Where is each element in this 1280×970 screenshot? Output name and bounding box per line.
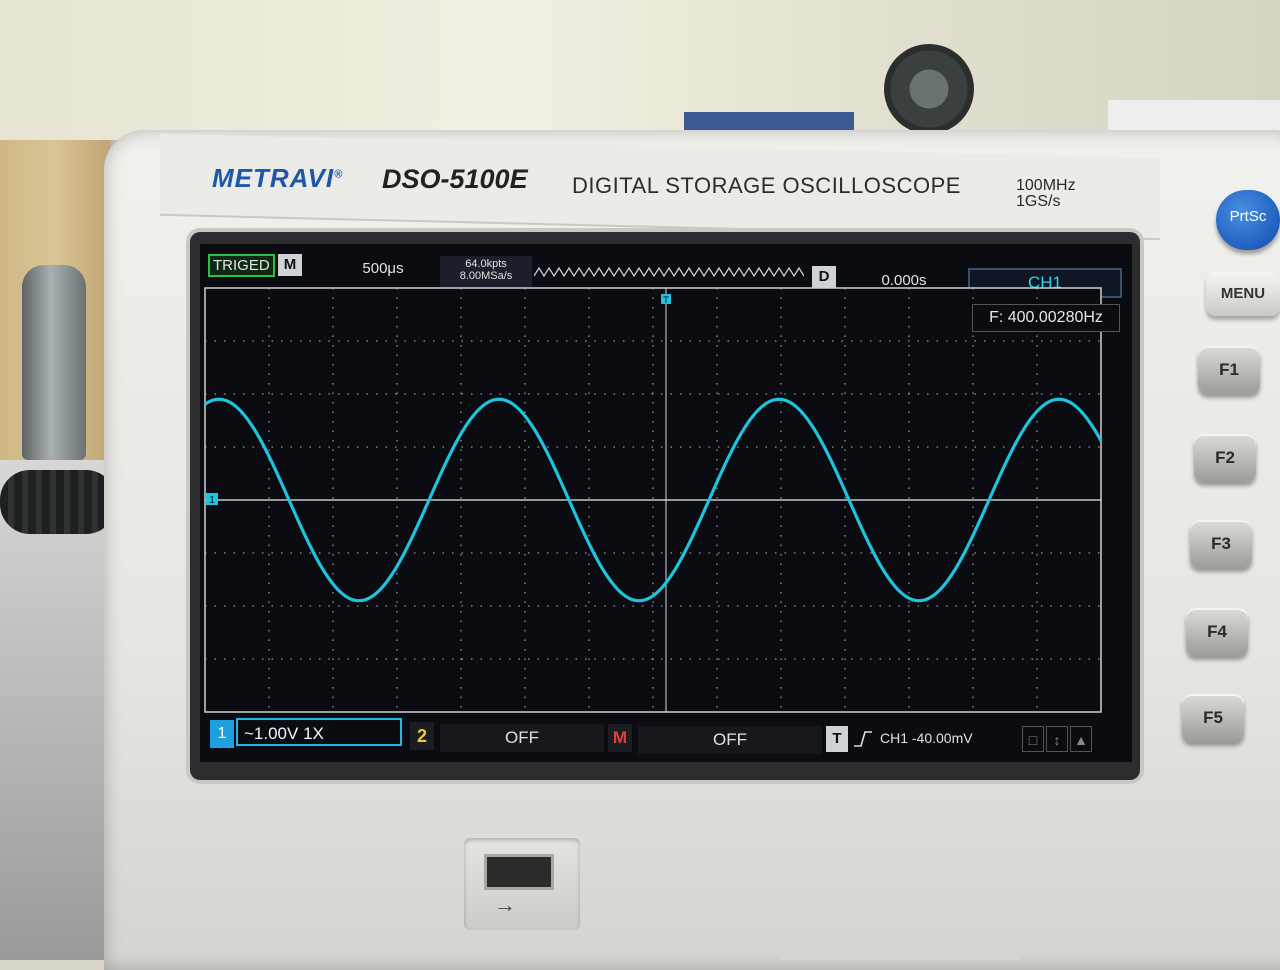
memory-depth: 64.0kpts xyxy=(465,258,507,270)
f3-button[interactable]: F3 xyxy=(1190,520,1252,568)
sample-rate-label: 1GS/s xyxy=(1016,193,1061,210)
top-status-bar: TRIGED M 500μs 64.0kpts 8.00MSa/s D 0.00… xyxy=(200,244,1132,298)
usb-icon: → xyxy=(494,892,516,917)
acquisition-rate: 8.00MSa/s xyxy=(459,270,513,282)
trigger-setting: CH1 -40.00mV xyxy=(880,730,973,746)
background-wall xyxy=(0,0,1280,140)
frequency-readout: F: 400.00280Hz xyxy=(972,304,1120,332)
probe-cable xyxy=(0,470,116,534)
waveform-graticule: T 1 xyxy=(204,287,1103,713)
rising-edge-icon xyxy=(854,731,872,747)
ch1-setting[interactable]: ~1.00V 1X xyxy=(236,718,402,746)
delay-icon: D xyxy=(812,266,836,288)
bottom-status-bar: 1 ~1.00V 1X 2 OFF M OFF T CH1 -40.00mV □… xyxy=(200,716,1132,760)
f5-button[interactable]: F5 xyxy=(1182,694,1244,742)
inventory-label xyxy=(780,940,1020,960)
ch2-setting[interactable]: OFF xyxy=(440,724,604,752)
main-timebase-icon: M xyxy=(278,254,302,276)
usb-status-icon: ↕ xyxy=(1046,726,1068,752)
network-icon: ▲ xyxy=(1070,726,1092,752)
ch1-ground-marker[interactable]: 1 xyxy=(206,493,218,506)
ch1-waveform-trace xyxy=(204,397,1103,603)
oscilloscope-screen: TRIGED M 500μs 64.0kpts 8.00MSa/s D 0.00… xyxy=(200,244,1132,762)
prtsc-button[interactable]: PrtSc xyxy=(1216,190,1280,250)
ch1-ground-marker-label: 1 xyxy=(209,495,215,506)
acquisition-info: 64.0kpts 8.00MSa/s xyxy=(440,256,532,288)
f4-button[interactable]: F4 xyxy=(1186,608,1248,656)
wall-clock xyxy=(884,44,974,134)
trigger-marker[interactable]: T xyxy=(661,294,671,305)
bandwidth-label: 100MHz xyxy=(1016,177,1076,194)
menu-button[interactable]: MENU xyxy=(1206,272,1280,316)
lock-icon: □ xyxy=(1022,726,1044,752)
usb-port[interactable] xyxy=(484,854,554,890)
scope-lower-panel xyxy=(120,800,1280,840)
trigger-indicator[interactable]: T xyxy=(826,726,848,752)
device-spec: 100MHz 1GS/s xyxy=(1016,178,1076,210)
ch1-indicator[interactable]: 1 xyxy=(210,720,234,748)
ch2-indicator[interactable]: 2 xyxy=(410,722,434,750)
memory-position-strip xyxy=(534,266,804,278)
status-icons: □ ↕ ▲ xyxy=(1022,726,1098,754)
math-setting[interactable]: OFF xyxy=(638,726,822,754)
steel-bottle xyxy=(22,265,86,460)
trigger-status: TRIGED xyxy=(208,254,275,277)
brand-logo: METRAVI® xyxy=(212,163,344,193)
math-indicator[interactable]: M xyxy=(608,724,632,752)
f1-button[interactable]: F1 xyxy=(1198,346,1260,394)
trigger-marker-label: T xyxy=(663,295,669,305)
delay-readout: 0.000s xyxy=(881,272,927,289)
f2-button[interactable]: F2 xyxy=(1194,434,1256,482)
device-description: DIGITAL STORAGE OSCILLOSCOPE xyxy=(572,173,961,198)
timebase-readout: 500μs xyxy=(362,260,404,277)
model-name: DSO-5100E xyxy=(382,164,528,194)
